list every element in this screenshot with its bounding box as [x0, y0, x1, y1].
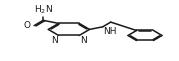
Text: N: N	[51, 36, 58, 45]
Text: NH: NH	[104, 27, 117, 36]
Text: H$_2$N: H$_2$N	[34, 4, 53, 16]
Text: O: O	[24, 21, 31, 30]
Text: N: N	[80, 36, 87, 45]
